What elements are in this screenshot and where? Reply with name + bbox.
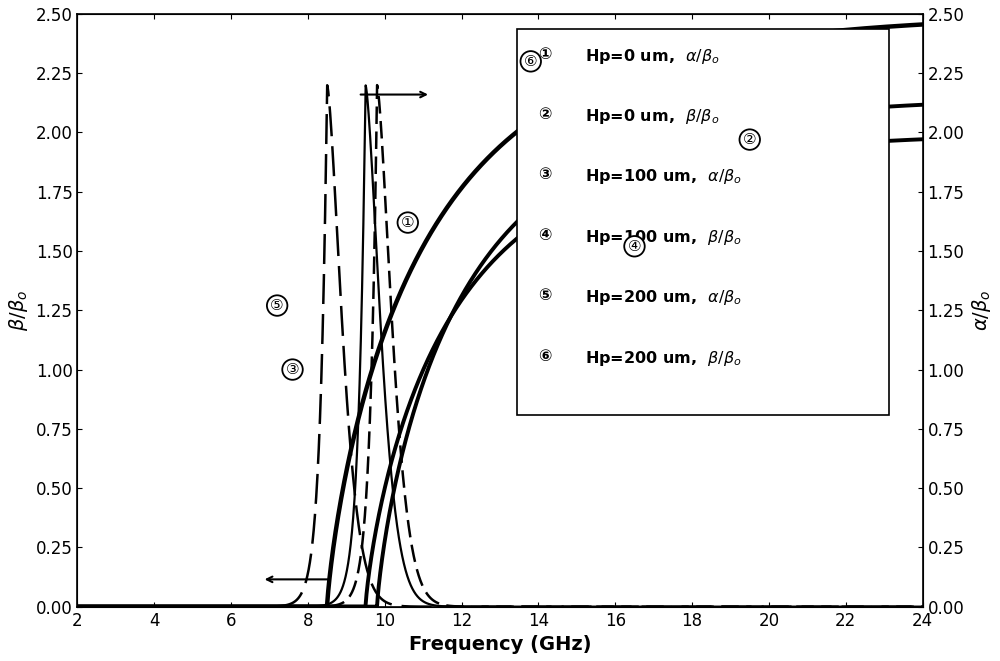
Text: Hp=200 um,  $\alpha/\beta_o$: Hp=200 um, $\alpha/\beta_o$: [585, 288, 741, 307]
Text: ①: ①: [538, 46, 552, 61]
Text: Hp=200 um,  $\beta/\beta_o$: Hp=200 um, $\beta/\beta_o$: [585, 349, 741, 368]
Text: Hp=100 um,  $\alpha/\beta_o$: Hp=100 um, $\alpha/\beta_o$: [585, 167, 741, 186]
Text: ⑤: ⑤: [270, 298, 284, 313]
Text: ⑥: ⑥: [524, 54, 538, 69]
Text: ④: ④: [628, 239, 641, 254]
Y-axis label: $\beta/\beta_o$: $\beta/\beta_o$: [7, 290, 30, 331]
Text: ②: ②: [538, 107, 552, 122]
Text: ③: ③: [538, 167, 552, 182]
Text: ①: ①: [401, 215, 415, 230]
Text: Hp=100 um,  $\beta/\beta_o$: Hp=100 um, $\beta/\beta_o$: [585, 228, 741, 247]
X-axis label: Frequency (GHz): Frequency (GHz): [409, 635, 591, 654]
Text: Hp=0 um,  $\alpha/\beta_o$: Hp=0 um, $\alpha/\beta_o$: [585, 46, 719, 65]
Text: ⑤: ⑤: [538, 288, 552, 303]
Text: ②: ②: [743, 132, 757, 147]
FancyBboxPatch shape: [517, 29, 889, 415]
Text: Hp=0 um,  $\beta/\beta_o$: Hp=0 um, $\beta/\beta_o$: [585, 107, 719, 126]
Y-axis label: $\alpha/\beta_o$: $\alpha/\beta_o$: [970, 290, 993, 331]
Text: ③: ③: [286, 362, 299, 377]
Text: ④: ④: [538, 228, 552, 243]
Text: ⑥: ⑥: [538, 349, 552, 364]
